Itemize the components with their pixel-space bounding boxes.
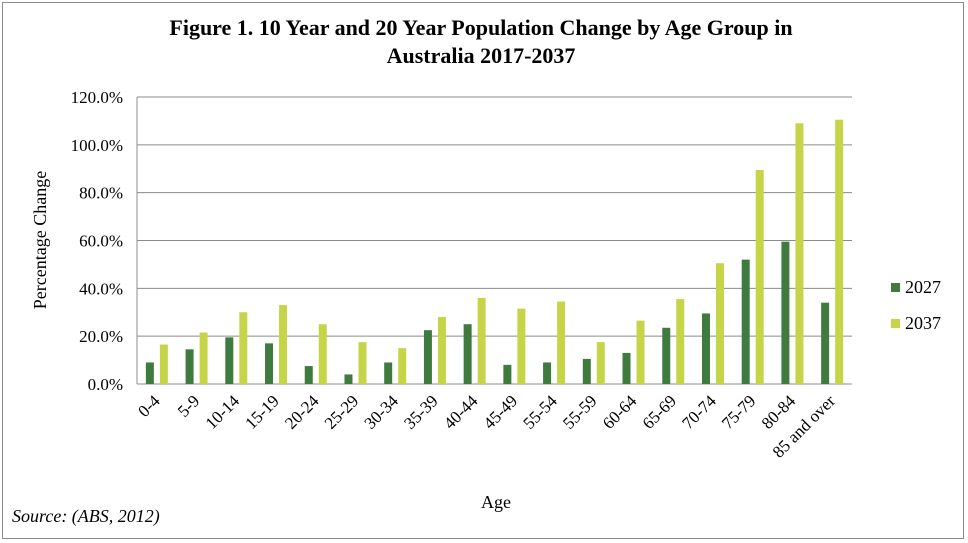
bar-2027-85-and-over [821, 302, 830, 384]
bar-2027-10-14 [225, 337, 234, 384]
bar-2027-75-79 [741, 259, 750, 384]
bar-2027-70-74 [701, 313, 710, 384]
x-axis-title: Age [481, 492, 511, 512]
x-tick-label: 45-49 [480, 391, 521, 432]
y-tick-label: 80.0% [79, 184, 123, 203]
y-tick-label: 120.0% [71, 88, 123, 107]
y-axis-title: Percentage Change [30, 171, 50, 309]
bar-2037-10-14 [239, 312, 248, 384]
bar-2037-40-44 [477, 297, 486, 384]
bar-2037-0-4 [159, 344, 168, 384]
chart-title-line-1: Figure 1. 10 Year and 20 Year Population… [169, 15, 793, 40]
bar-2027-0-4 [145, 362, 154, 384]
bar-2027-20-24 [304, 366, 313, 384]
legend-label-2027: 2027 [905, 277, 941, 297]
bar-2037-65-69 [676, 299, 685, 384]
bar-2037-5-9 [199, 332, 208, 384]
gridlines [136, 96, 852, 385]
y-tick-label: 0.0% [88, 375, 123, 394]
chart-title-line-2: Australia 2017-2037 [386, 43, 576, 68]
x-tick-label: 60-64 [599, 391, 641, 433]
bar-2027-55-54 [543, 362, 552, 384]
bar-2037-85-and-over [835, 119, 844, 385]
x-tick-label: 70-74 [678, 391, 720, 433]
y-tick-label: 20.0% [79, 327, 123, 346]
legend-swatch-2027 [891, 283, 900, 292]
legend-swatch-2037 [891, 319, 900, 328]
bar-2037-15-19 [279, 305, 288, 384]
bar-2037-80-84 [795, 123, 804, 384]
bar-2037-30-34 [398, 348, 407, 384]
bar-2037-20-24 [318, 324, 327, 384]
bar-2027-35-39 [423, 330, 432, 384]
bar-2027-80-84 [781, 241, 790, 384]
bar-2027-45-49 [503, 364, 512, 384]
source-note: Source: (ABS, 2012) [12, 506, 160, 526]
x-tick-label: 0-4 [134, 391, 164, 421]
y-tick-label: 100.0% [71, 136, 123, 155]
bar-2037-70-74 [715, 263, 724, 384]
legend-label-2037: 2037 [905, 313, 941, 333]
chart-title: Figure 1. 10 Year and 20 Year Population… [0, 14, 962, 70]
x-tick-label: 5-9 [174, 391, 203, 420]
x-tick-label: 55-59 [559, 391, 600, 432]
bar-2037-55-54 [557, 301, 566, 384]
x-tick-label: 20-24 [281, 391, 323, 433]
bar-2037-35-39 [437, 317, 446, 384]
bar-2037-25-29 [358, 342, 367, 384]
bar-2037-60-64 [636, 320, 645, 384]
x-tick-label: 35-39 [400, 391, 441, 432]
x-axis-ticks: 0-4 5-910-1415-1920-2425-2930-3435-3940-4… [134, 391, 839, 462]
bar-2027-60-64 [622, 352, 631, 384]
bar-2027-25-29 [344, 374, 353, 384]
x-tick-label: 30-34 [361, 391, 403, 433]
x-tick-label: 65-69 [639, 391, 680, 432]
x-tick-label: 75-79 [718, 391, 759, 432]
x-tick-label: 25-29 [321, 391, 362, 432]
bar-2027-30-34 [384, 362, 393, 384]
y-tick-label: 40.0% [79, 279, 123, 298]
x-tick-label: 40-44 [440, 391, 482, 433]
bars [145, 119, 844, 385]
bar-2027-5-9 [185, 349, 194, 384]
bar-2027-40-44 [463, 324, 472, 384]
bar-2037-45-49 [517, 308, 526, 384]
bar-2037-75-79 [755, 169, 764, 384]
x-tick-label: 10-14 [202, 391, 244, 433]
x-tick-label: 55-54 [519, 391, 561, 433]
y-axis-ticks: 0.0% 20.0% 40.0% 60.0% 80.0% 100.0% 120.0% [71, 88, 123, 394]
bar-2037-55-59 [596, 342, 605, 384]
y-tick-label: 60.0% [79, 232, 123, 251]
bar-2027-15-19 [265, 343, 274, 384]
legend: 2027 2037 [891, 277, 941, 333]
bar-2027-65-69 [662, 327, 671, 384]
bar-2027-55-59 [582, 358, 591, 384]
x-tick-label: 15-19 [241, 391, 282, 432]
